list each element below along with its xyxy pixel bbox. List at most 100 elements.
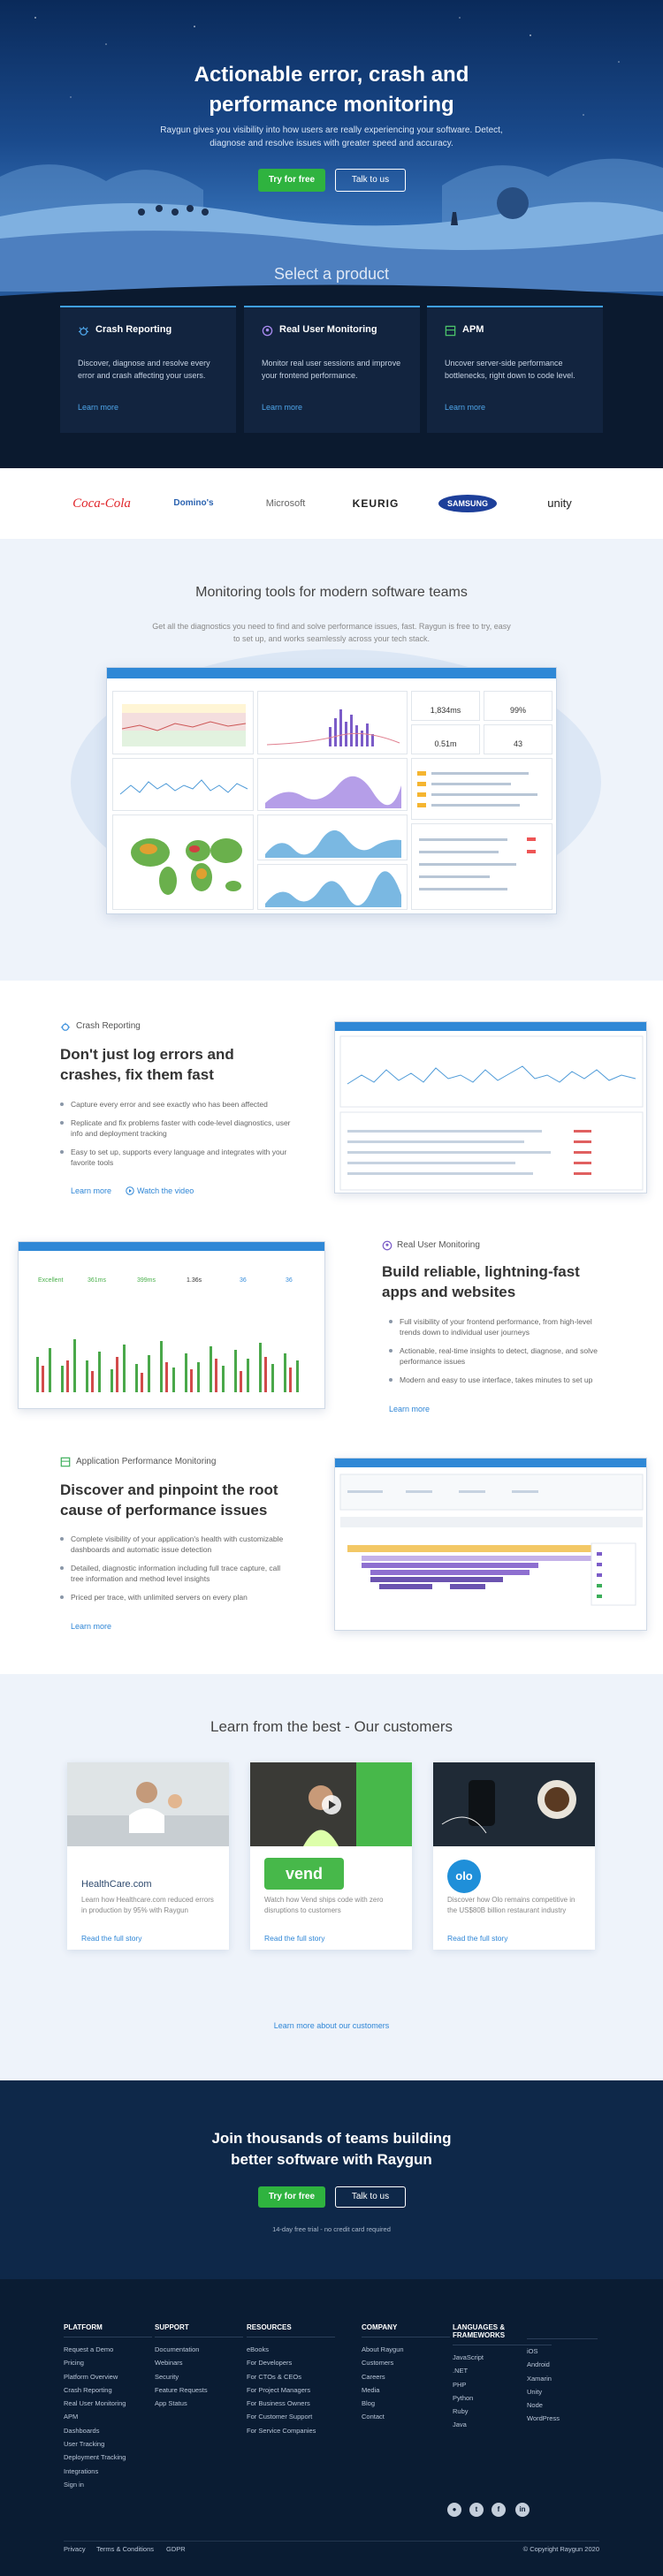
apm-learn-more-link[interactable]: Learn more	[71, 1622, 112, 1631]
product-title: Real User Monitoring	[279, 324, 377, 335]
list-item: Easy to set up, supports every language …	[60, 1147, 292, 1168]
footer-link[interactable]: Security	[155, 2372, 179, 2381]
read-story-link[interactable]: Read the full story	[447, 1934, 508, 1943]
list-item: Complete visibility of your application'…	[60, 1534, 292, 1555]
footer-link[interactable]: Platform Overview	[64, 2372, 118, 2381]
customer-desc: Watch how Vend ships code with zero disr…	[264, 1896, 384, 1914]
product-desc: Uncover server-side performance bottlene…	[445, 359, 575, 380]
customers-more-link[interactable]: Learn more about our customers	[273, 2021, 390, 2030]
footer-link[interactable]: .NET	[453, 2367, 469, 2375]
footer-link[interactable]: Unity	[527, 2387, 543, 2396]
product-card-apm[interactable]: APM Uncover server-side performance bott…	[427, 306, 603, 433]
customer-card-vend[interactable]: vend Watch how Vend ships code with zero…	[250, 1762, 412, 1950]
footer-link[interactable]: PHP	[453, 2380, 467, 2389]
footer-link[interactable]: eBooks	[247, 2345, 270, 2353]
footer-link[interactable]: For CTOs & CEOs	[247, 2372, 301, 2381]
learn-more-link[interactable]: Learn more	[445, 403, 486, 412]
footer-link[interactable]: For Developers	[247, 2359, 293, 2368]
footer-link[interactable]: Sign in	[64, 2480, 84, 2489]
hero-title: Actionable error, crash and performance m…	[194, 63, 469, 117]
footer-link[interactable]: Request a Demo	[64, 2345, 114, 2353]
cta-try-free-button[interactable]: Try for free	[258, 2186, 325, 2208]
footer-link[interactable]: Deployment Tracking	[64, 2453, 126, 2462]
footer-link[interactable]: iOS	[527, 2347, 538, 2355]
twitter-icon[interactable]: t	[469, 2503, 484, 2517]
customer-card-healthcare[interactable]: HealthCare.com Learn how Healthcare.com …	[67, 1762, 229, 1950]
footer-link[interactable]: Pricing	[64, 2359, 84, 2368]
footer-link[interactable]: WordPress	[527, 2414, 560, 2423]
watch-video-link[interactable]: Watch the video	[137, 1186, 194, 1195]
product-card-rum[interactable]: Real User Monitoring Monitor real user s…	[244, 306, 420, 433]
learn-more-link[interactable]: Learn more	[262, 403, 303, 412]
footer-link[interactable]: Android	[527, 2360, 550, 2369]
list-item: Modern and easy to use interface, takes …	[389, 1375, 601, 1385]
gdpr-link[interactable]: GDPR	[166, 2545, 186, 2553]
play-icon[interactable]	[126, 1186, 134, 1195]
try-free-button[interactable]: Try for free	[258, 169, 325, 192]
select-product-heading: Select a product	[273, 265, 390, 283]
footer-link[interactable]: For Project Managers	[247, 2385, 311, 2394]
apm-bullets: Complete visibility of your application'…	[60, 1534, 292, 1610]
customer-card-olo[interactable]: olo Discover how Olo remains competitive…	[433, 1762, 595, 1950]
footer-link[interactable]: Integrations	[64, 2466, 99, 2475]
footer-link[interactable]: Careers	[362, 2372, 385, 2381]
list-item: Capture every error and see exactly who …	[60, 1099, 292, 1110]
footer-link[interactable]: Xamarin	[527, 2374, 552, 2383]
footer-link[interactable]: Crash Reporting	[64, 2385, 112, 2394]
product-desc: Discover, diagnose and resolve every err…	[78, 359, 210, 380]
footer-link[interactable]: For Business Owners	[247, 2399, 310, 2408]
footer-link[interactable]: Ruby	[453, 2407, 469, 2416]
crash-heading: Don't just log errors and crashes, fix th…	[60, 1046, 234, 1083]
footer-link[interactable]: Python	[453, 2393, 474, 2402]
footer-link[interactable]: App Status	[155, 2399, 187, 2408]
footer-link[interactable]: Media	[362, 2385, 380, 2394]
footer-link[interactable]: Dashboards	[64, 2426, 100, 2435]
customer-desc: Learn how Healthcare.com reduced errors …	[81, 1896, 214, 1914]
footer-col-title: SUPPORT	[155, 2323, 243, 2337]
footer-link[interactable]: Webinars	[155, 2359, 183, 2368]
read-story-link[interactable]: Read the full story	[264, 1934, 325, 1943]
footer-link[interactable]: Feature Requests	[155, 2385, 208, 2394]
facebook-icon[interactable]: f	[492, 2503, 506, 2517]
terms-link[interactable]: Terms & Conditions	[96, 2545, 155, 2553]
footer-link[interactable]: For Service Companies	[247, 2426, 316, 2435]
footer-link[interactable]: Java	[453, 2421, 467, 2429]
footer-col-title: PLATFORM	[64, 2323, 152, 2337]
footer-col-title: COMPANY	[362, 2323, 450, 2337]
logo-keurig: KEURIG	[352, 497, 400, 510]
rum-bullets: Full visibility of your frontend perform…	[389, 1316, 601, 1393]
customer-brand: HealthCare.com	[81, 1879, 152, 1890]
footer-link[interactable]: Documentation	[155, 2345, 200, 2353]
crash-learn-more-link[interactable]: Learn more	[71, 1186, 112, 1195]
footer-col-company: COMPANY About Raygun Customers Careers M…	[362, 2323, 450, 2424]
footer-link[interactable]: For Customer Support	[247, 2413, 313, 2421]
footer-link[interactable]: About Raygun	[362, 2345, 404, 2353]
footer-link[interactable]: Real User Monitoring	[64, 2399, 126, 2408]
footer-link[interactable]: Contact	[362, 2413, 385, 2421]
product-card-crash-reporting[interactable]: Crash Reporting Discover, diagnose and r…	[60, 306, 236, 433]
github-icon[interactable]: ●	[447, 2503, 461, 2517]
product-desc: Monitor real user sessions and improve y…	[262, 359, 401, 380]
rum-screenshot: Excellent 361ms 399ms 1.36s 36 36	[18, 1241, 325, 1409]
logo-coca-cola: Coca-Cola	[72, 496, 131, 511]
linkedin-icon[interactable]: in	[515, 2503, 530, 2517]
customers-title: Learn from the best - Our customers	[210, 1718, 453, 1735]
rum-stat: 361ms	[88, 1277, 107, 1284]
server-icon	[60, 1457, 71, 1467]
footer-link[interactable]: Blog	[362, 2399, 376, 2408]
hero-subtitle: Raygun gives you visibility into how use…	[160, 125, 503, 148]
rum-learn-more-link[interactable]: Learn more	[389, 1405, 431, 1413]
footer-link[interactable]: Node	[527, 2401, 543, 2410]
learn-more-link[interactable]: Learn more	[78, 403, 119, 412]
customer-photo	[433, 1762, 595, 1846]
footer-link[interactable]: JavaScript	[453, 2353, 484, 2361]
privacy-link[interactable]: Privacy	[64, 2545, 86, 2553]
footer-link[interactable]: User Tracking	[64, 2440, 105, 2449]
product-title: Crash Reporting	[95, 324, 172, 335]
talk-to-us-button[interactable]: Talk to us	[335, 169, 406, 192]
cta-talk-to-us-button[interactable]: Talk to us	[335, 2186, 406, 2208]
read-story-link[interactable]: Read the full story	[81, 1934, 142, 1943]
footer-link[interactable]: Customers	[362, 2359, 394, 2368]
rum-stat: 1.36s	[187, 1277, 202, 1284]
footer-link[interactable]: APM	[64, 2413, 79, 2421]
